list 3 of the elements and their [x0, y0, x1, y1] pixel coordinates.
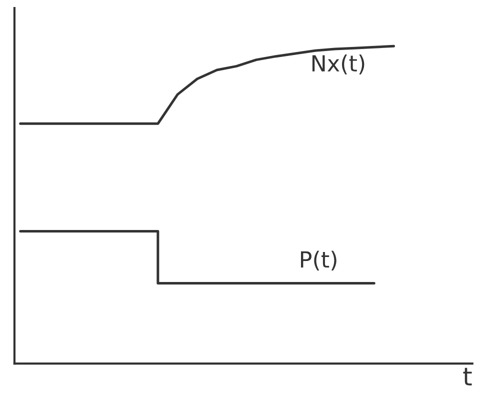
series-label: Nx(t): [312, 54, 364, 74]
series-label: P(t): [301, 250, 336, 270]
x-axis-title: t: [463, 368, 472, 386]
